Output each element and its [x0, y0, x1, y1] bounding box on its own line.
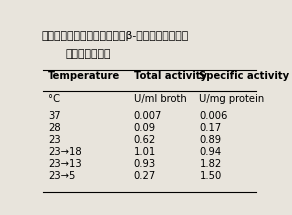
Text: Temperature: Temperature: [48, 71, 120, 81]
Text: 28: 28: [48, 123, 60, 133]
Text: 23→13: 23→13: [48, 159, 81, 169]
Text: 培養温度の効果: 培養温度の効果: [66, 49, 112, 59]
Text: 0.09: 0.09: [134, 123, 156, 133]
Text: 37: 37: [48, 111, 60, 121]
Text: 0.93: 0.93: [134, 159, 156, 169]
Text: 0.007: 0.007: [134, 111, 162, 121]
Text: 1.50: 1.50: [199, 172, 222, 181]
Text: 0.94: 0.94: [199, 147, 222, 157]
Text: 0.006: 0.006: [199, 111, 228, 121]
Text: 表１．大腸菌に於けるダイズβ-アミラーゼ生産の: 表１．大腸菌に於けるダイズβ-アミラーゼ生産の: [41, 31, 188, 41]
Text: U/mg protein: U/mg protein: [199, 94, 265, 104]
Text: Specific activity: Specific activity: [199, 71, 290, 81]
Text: 0.17: 0.17: [199, 123, 222, 133]
Text: °C: °C: [48, 94, 60, 104]
Text: 23→18: 23→18: [48, 147, 81, 157]
Text: 1.01: 1.01: [134, 147, 156, 157]
Text: 1.82: 1.82: [199, 159, 222, 169]
Text: Total activity: Total activity: [134, 71, 207, 81]
Text: 0.89: 0.89: [199, 135, 222, 145]
Text: 0.62: 0.62: [134, 135, 156, 145]
Text: 0.27: 0.27: [134, 172, 156, 181]
Text: U/ml broth: U/ml broth: [134, 94, 187, 104]
Text: 23: 23: [48, 135, 60, 145]
Text: 23→5: 23→5: [48, 172, 75, 181]
